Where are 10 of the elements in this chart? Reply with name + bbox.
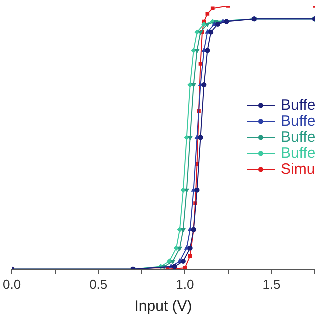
x-tick-label: 1.0: [176, 276, 194, 292]
legend-label: Simu: [281, 160, 316, 178]
x-tick-label: 1.5: [262, 276, 281, 292]
x-axis-title: Input (V): [134, 298, 192, 316]
legend-label: Buffe: [281, 96, 316, 114]
x-tick-label: 0.5: [90, 276, 108, 292]
legend-label: Buffe: [281, 144, 316, 162]
legend-label: Buffe: [281, 128, 316, 146]
x-tick-label: 0.0: [2, 276, 22, 292]
legend-label: Buffe: [281, 112, 316, 130]
